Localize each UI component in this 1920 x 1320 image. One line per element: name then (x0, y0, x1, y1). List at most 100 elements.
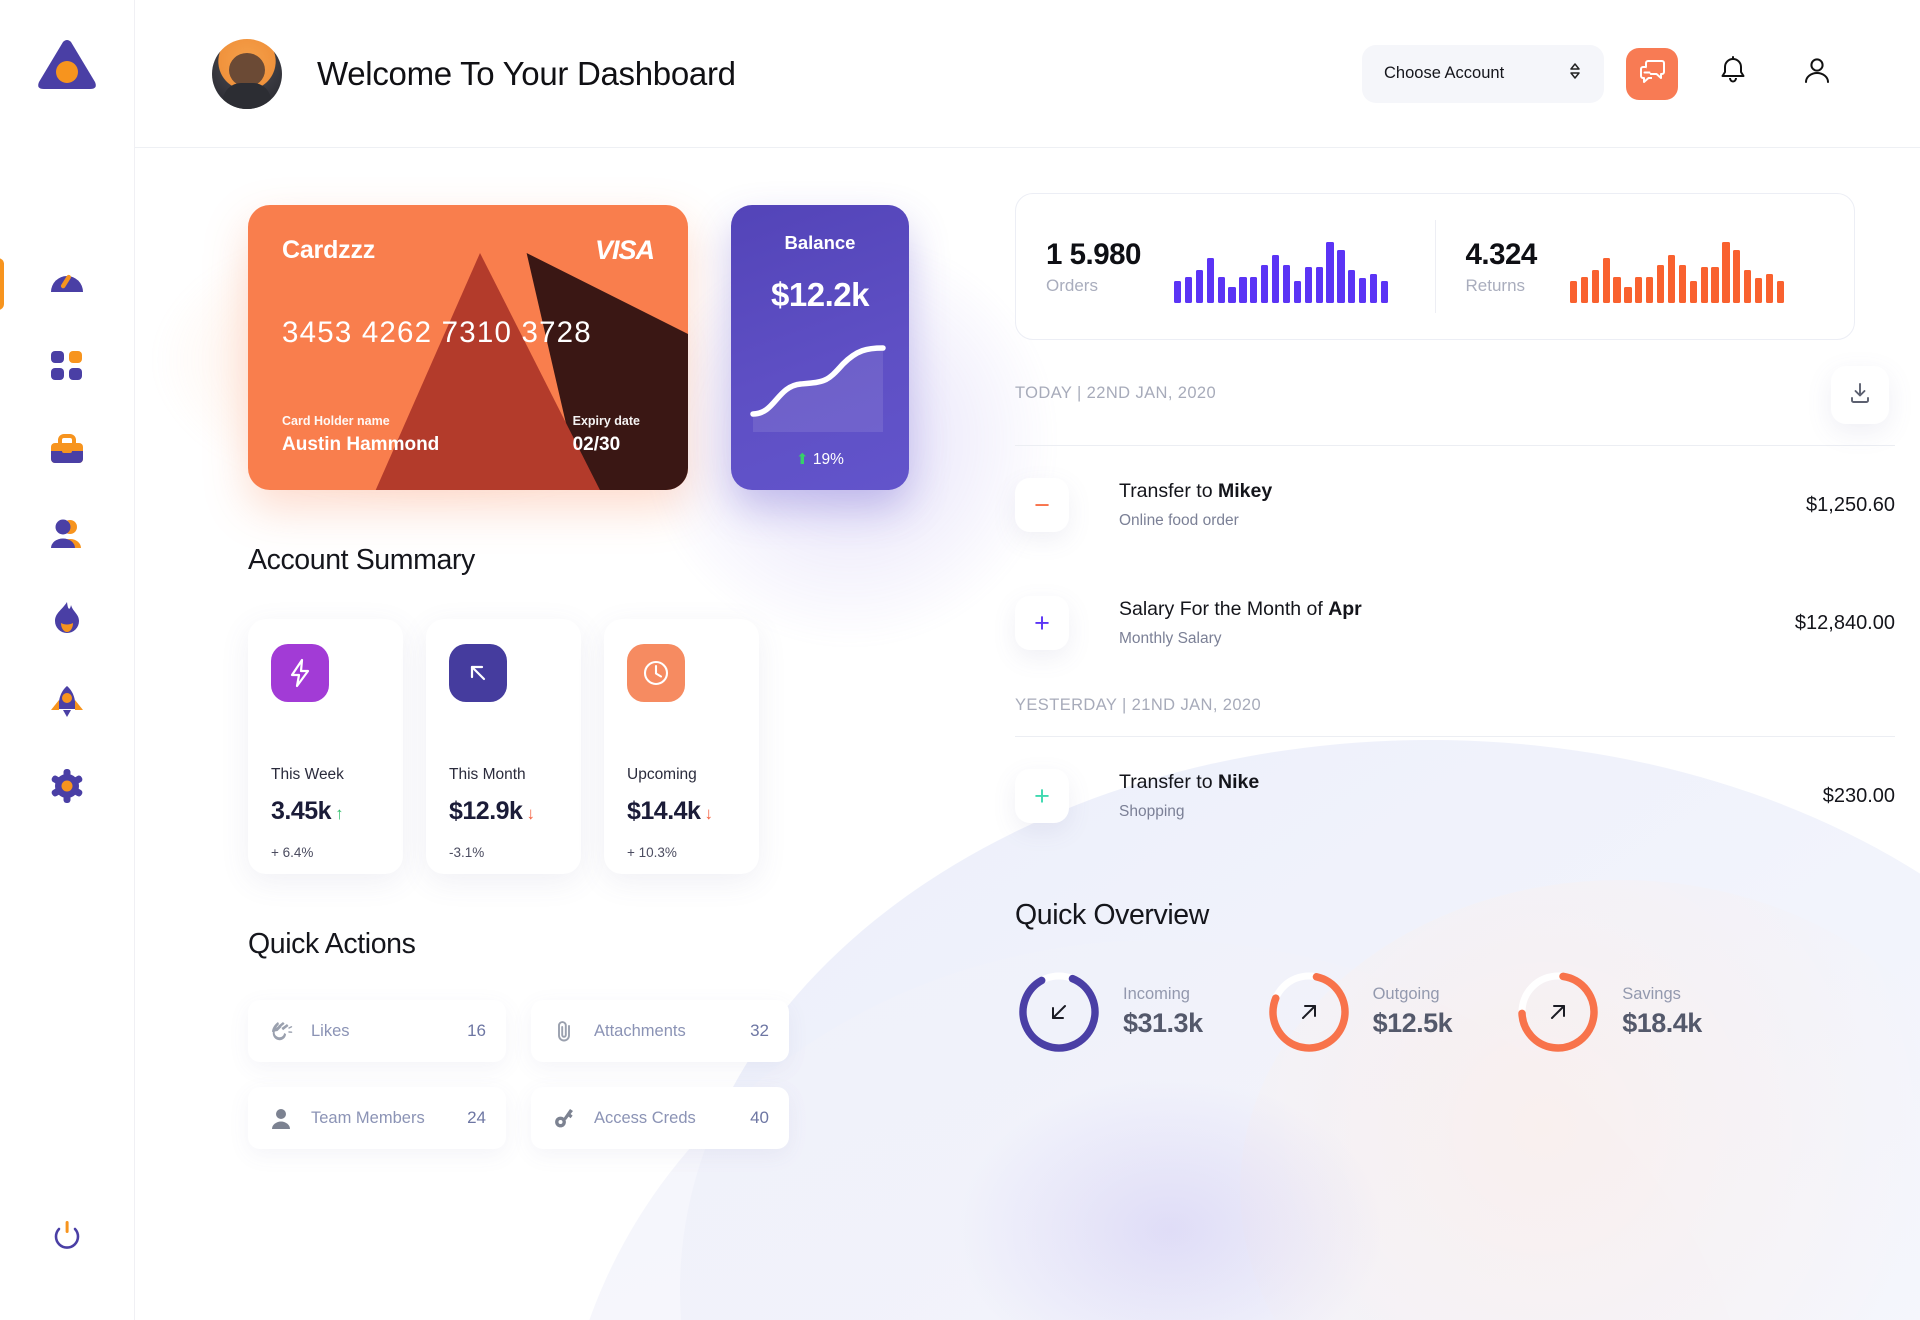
bar (1195, 270, 1204, 303)
card-holder: Card Holder name Austin Hammond (282, 414, 439, 456)
transaction-title-bold: Apr (1328, 598, 1362, 620)
bar (1261, 265, 1269, 303)
bar (1173, 280, 1182, 303)
profile-button[interactable] (1788, 45, 1846, 103)
transaction-subtitle: Shopping (1119, 803, 1185, 820)
quick-action-item[interactable]: Team Members 24 (248, 1087, 506, 1149)
transaction-body: Transfer to Mikey Online food order (1119, 480, 1272, 530)
bar (1569, 280, 1578, 303)
summary-percent: + 10.3% (627, 845, 677, 860)
table-row[interactable]: + Salary For the Month of Apr Monthly Sa… (1015, 564, 1895, 682)
quick-overview-value: $18.4k (1622, 1008, 1702, 1038)
credit-card[interactable]: Cardzzz VISA 3453 4262 7310 3728 Card Ho… (248, 205, 688, 490)
sidebar-item-team[interactable] (40, 516, 94, 556)
transaction-title-bold: Mikey (1217, 480, 1273, 502)
quick-overview-item[interactable]: Incoming $31.3k (1015, 968, 1203, 1056)
download-button[interactable] (1831, 366, 1889, 424)
summary-value: 3.45k ↑ (271, 797, 344, 826)
bar (1613, 277, 1621, 303)
card-brand: Cardzzz (282, 236, 376, 264)
quick-action-item[interactable]: Access Creds 40 (531, 1087, 789, 1149)
sidebar-item-logout[interactable] (50, 1219, 84, 1258)
sidebar-item-trending[interactable] (40, 600, 94, 640)
transaction-group-date: TODAY | 22ND JAN, 2020 (1015, 384, 1217, 402)
balance-card[interactable]: Balance $12.2k ⬆ 19% (731, 205, 909, 490)
quick-overview-text: Outgoing $12.5k (1373, 985, 1453, 1039)
bar (1722, 242, 1730, 303)
summary-card[interactable]: Upcoming $14.4k ↓ + 10.3% (604, 619, 759, 874)
quick-overview-title: Quick Overview (1015, 899, 1209, 931)
arrow-up-right-icon (1265, 968, 1353, 1056)
sidebar-item-settings[interactable] (40, 768, 94, 808)
bar (1711, 266, 1719, 303)
returns-stat: 4.324 Returns (1436, 231, 1855, 303)
transaction-title: Transfer to Mikey (1119, 480, 1272, 503)
summary-value-text: $12.9k (449, 797, 523, 825)
minus-icon: − (1015, 478, 1069, 532)
bar (1359, 278, 1367, 303)
summary-value: $14.4k ↓ (627, 797, 713, 826)
bell-icon (1719, 56, 1747, 91)
bar (1337, 249, 1345, 303)
bar (1678, 265, 1687, 303)
quick-action-label: Team Members (311, 1108, 425, 1127)
summary-card[interactable]: This Week 3.45k ↑ + 6.4% (248, 619, 403, 874)
quick-overview-item[interactable]: Savings $18.4k (1514, 968, 1702, 1056)
notifications-button[interactable] (1704, 45, 1762, 103)
outgoing-donut-chart (1265, 968, 1353, 1056)
transaction-amount: $1,250.60 (1806, 493, 1895, 516)
bar (1580, 276, 1589, 303)
bar (1184, 276, 1193, 303)
account-select-label: Choose Account (1384, 64, 1505, 82)
sidebar-item-launch[interactable] (40, 684, 94, 724)
sidebar-item-apps[interactable] (40, 348, 94, 388)
returns-bar-chart (1569, 231, 1785, 303)
bar (1776, 280, 1785, 303)
sidebar-item-dashboard[interactable] (0, 258, 94, 310)
chat-button[interactable] (1626, 47, 1678, 100)
main-content: Cardzzz VISA 3453 4262 7310 3728 Card Ho… (135, 148, 1920, 1320)
quick-action-count: 40 (750, 1108, 769, 1127)
quick-overview-item[interactable]: Outgoing $12.5k (1265, 968, 1453, 1056)
summary-label: This Week (271, 766, 344, 783)
quick-action-item[interactable]: Likes 16 (248, 1000, 506, 1062)
summary-label: This Month (449, 766, 526, 783)
bar (1326, 242, 1334, 303)
clapping-hands-icon (268, 1019, 294, 1043)
sidebar (0, 0, 135, 1320)
transactions-header: TODAY | 22ND JAN, 2020 (1015, 366, 1895, 424)
arrow-up-left-icon (449, 644, 507, 702)
quick-action-item[interactable]: Attachments 32 (531, 1000, 789, 1062)
quick-overview-label: Incoming (1123, 985, 1190, 1003)
bar (1293, 280, 1302, 303)
quick-actions-grid: Likes 16 Attachments 32 (248, 1000, 875, 1149)
bar (1228, 286, 1236, 303)
gear-icon (49, 768, 85, 808)
bar (1315, 266, 1323, 303)
transaction-title: Salary For the Month of Apr (1119, 598, 1362, 621)
transaction-subtitle: Online food order (1119, 512, 1239, 529)
card-expiry: Expiry date 02/30 (573, 414, 640, 456)
triangle-logo[interactable] (35, 36, 99, 94)
transaction-body: Transfer to Nike Shopping (1119, 771, 1259, 821)
quick-overview-text: Incoming $31.3k (1123, 985, 1203, 1039)
summary-card[interactable]: This Month $12.9k ↓ -3.1% (426, 619, 581, 874)
account-select[interactable]: Choose Account (1362, 44, 1604, 103)
sidebar-item-portfolio[interactable] (40, 432, 94, 472)
sidebar-nav (0, 258, 134, 808)
table-row[interactable]: + Transfer to Nike Shopping $230.00 (1015, 737, 1895, 855)
table-row[interactable]: − Transfer to Mikey Online food order $1… (1015, 446, 1895, 564)
bar (1700, 267, 1708, 303)
transaction-title: Transfer to Nike (1119, 771, 1259, 794)
divider (1015, 445, 1895, 446)
card-expiry-value: 02/30 (572, 434, 621, 455)
quick-overview-value: $12.5k (1372, 1008, 1453, 1038)
grid-apps-icon (50, 349, 84, 388)
avatar[interactable] (212, 38, 282, 109)
bar (1602, 257, 1610, 303)
balance-value: $12.2k (771, 276, 869, 313)
balance-sparkline-chart (731, 336, 909, 432)
header-actions: Choose Account (1362, 44, 1920, 103)
quick-overview-row: Incoming $31.3k (1015, 968, 1895, 1056)
